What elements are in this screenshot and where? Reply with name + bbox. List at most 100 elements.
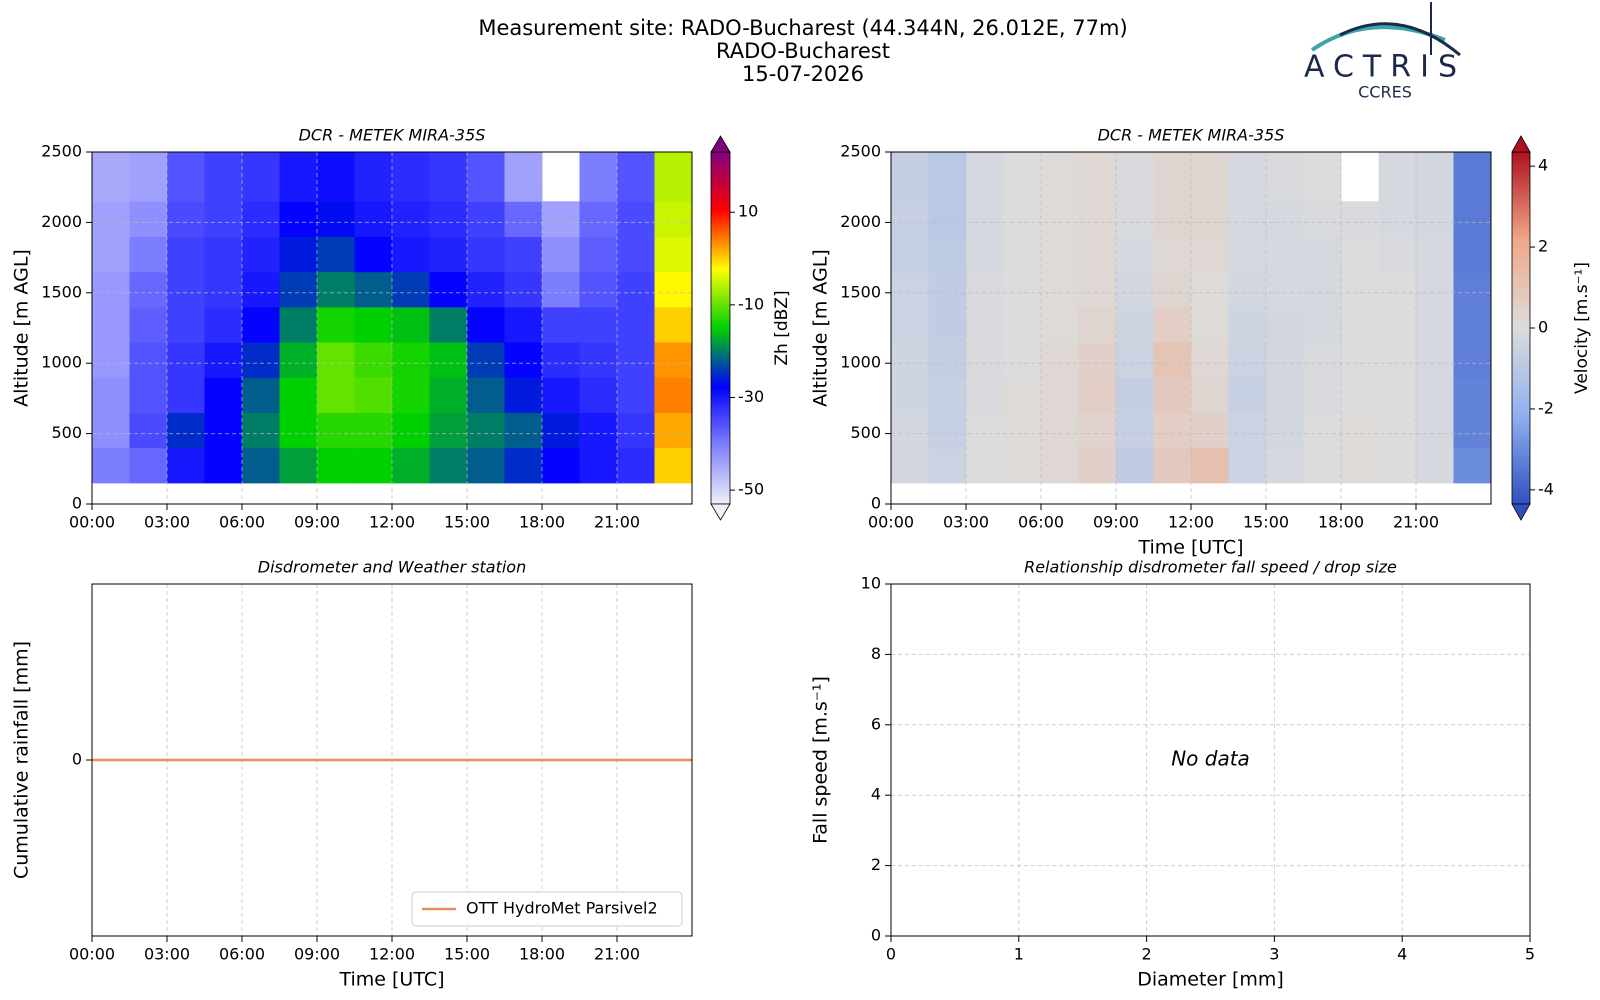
heatmap-cell — [1303, 342, 1342, 378]
x-axis-label: Time [UTC] — [1137, 537, 1243, 559]
heatmap-cell — [617, 271, 655, 308]
heatmap-cell — [542, 306, 580, 343]
x-tick-label: 03:00 — [144, 513, 190, 532]
heatmap-cell — [1341, 412, 1379, 449]
logo-subtext: CCRES — [1358, 83, 1412, 102]
heatmap-cell — [1453, 152, 1492, 202]
subplot-title: Relationship disdrometer fall speed / dr… — [1024, 558, 1397, 577]
y-tick-label: 2500 — [840, 142, 881, 161]
y-tick-label: 1000 — [41, 353, 82, 372]
heatmap-cell — [1341, 201, 1379, 237]
heatmap-cell — [1266, 342, 1304, 378]
x-tick-label: 00:00 — [69, 945, 115, 964]
heatmap-cell — [92, 236, 130, 273]
colorbar-extend — [1511, 135, 1531, 153]
heatmap-cell — [966, 342, 1004, 378]
heatmap-cell — [1116, 377, 1154, 413]
colorbar-extend — [710, 503, 731, 521]
subplot-title: DCR - METEK MIRA-35S — [299, 126, 486, 145]
heatmap-cell — [429, 236, 468, 273]
heatmap-cell — [1191, 271, 1229, 308]
heatmap-cell — [242, 342, 280, 378]
subplot-title: DCR - METEK MIRA-35S — [1098, 126, 1285, 145]
heatmap-cell — [1153, 152, 1192, 202]
heatmap-cell — [1116, 152, 1154, 202]
heatmap-cell — [928, 342, 967, 378]
heatmap-cell — [354, 342, 393, 378]
x-tick-label: 03:00 — [943, 513, 989, 532]
heatmap-cell — [279, 377, 318, 413]
colorbar-tick-label: -4 — [1538, 479, 1554, 498]
heatmap-cell — [92, 377, 130, 413]
heatmap-cell — [467, 377, 505, 413]
heatmap-cell — [542, 447, 580, 484]
heatmap-cell — [1228, 152, 1267, 202]
y-tick-label: 10 — [861, 574, 881, 593]
heatmap-cell — [654, 377, 693, 413]
heatmap-cell — [279, 271, 318, 308]
heatmap-cell — [1116, 342, 1154, 378]
heatmap-cell — [1378, 306, 1417, 343]
heatmap-cell — [1453, 306, 1492, 343]
logo: ACTRIS CCRES — [1304, 2, 1461, 102]
heatmap-cell — [429, 377, 468, 413]
heatmap-cell — [1003, 271, 1042, 308]
heatmap-cell — [1453, 412, 1492, 449]
heatmap-cell — [579, 342, 618, 378]
colorbar-label: Zh [dBZ] — [772, 290, 792, 365]
x-tick-label: 03:00 — [144, 945, 190, 964]
heatmap-cell — [92, 201, 130, 237]
heatmap-cell — [1116, 201, 1154, 237]
heatmap-cell — [167, 447, 205, 484]
colorbar-extend — [710, 135, 731, 153]
heatmap-cell — [129, 412, 168, 449]
heatmap-cell — [392, 447, 430, 484]
panel: 0 1 2 3 4 5 0 2 4 6 8 10 Relationship disdrometer fa… — [810, 558, 1536, 991]
heatmap-cell — [129, 306, 168, 343]
x-tick-label: 12:00 — [1168, 513, 1214, 532]
x-tick-label: 1 — [1014, 945, 1024, 964]
figure-title: 15-07-2026 — [742, 62, 864, 86]
heatmap-cell — [242, 271, 280, 308]
x-tick-label: 09:00 — [1093, 513, 1139, 532]
colorbar — [1511, 151, 1531, 505]
y-tick-label: 1000 — [840, 353, 881, 372]
heatmap-cell — [1078, 306, 1117, 343]
heatmap-cell — [467, 271, 505, 308]
y-tick-label: 8 — [871, 644, 881, 663]
heatmap-cell — [1228, 201, 1267, 237]
heatmap-cell — [1416, 271, 1454, 308]
heatmap-cell — [279, 152, 318, 202]
heatmap-cell — [317, 447, 355, 484]
axes-frame — [890, 583, 1531, 937]
heatmap-cell — [354, 306, 393, 343]
heatmap-cell — [579, 271, 618, 308]
heatmap-cell — [92, 447, 130, 484]
heatmap-cell — [966, 152, 1004, 202]
heatmap-cell — [1116, 412, 1154, 449]
y-tick-label: 1500 — [41, 282, 82, 301]
heatmap-cell — [1003, 306, 1042, 343]
heatmap-cell — [317, 236, 355, 273]
x-tick-label: 06:00 — [219, 945, 265, 964]
heatmap-cell — [1303, 447, 1342, 484]
heatmap-cell — [392, 271, 430, 308]
heatmap-cell — [1378, 447, 1417, 484]
heatmap-cell — [279, 236, 318, 273]
heatmap-cell — [1078, 377, 1117, 413]
heatmap-cell — [1191, 152, 1229, 202]
heatmap-cell — [1153, 412, 1192, 449]
y-tick-label: 500 — [51, 423, 82, 442]
heatmap-cell — [1266, 447, 1304, 484]
heatmap-cell — [1341, 447, 1379, 484]
heatmap-cell — [1078, 271, 1117, 308]
heatmap-cell — [204, 377, 243, 413]
x-tick-label: 4 — [1397, 945, 1407, 964]
heatmap-cell — [654, 201, 693, 237]
heatmap-cell — [92, 412, 130, 449]
heatmap-cell — [392, 412, 430, 449]
heatmap-cell — [317, 412, 355, 449]
heatmap-cell — [1303, 412, 1342, 449]
x-tick-label: 09:00 — [294, 945, 340, 964]
heatmap-cell — [317, 201, 355, 237]
